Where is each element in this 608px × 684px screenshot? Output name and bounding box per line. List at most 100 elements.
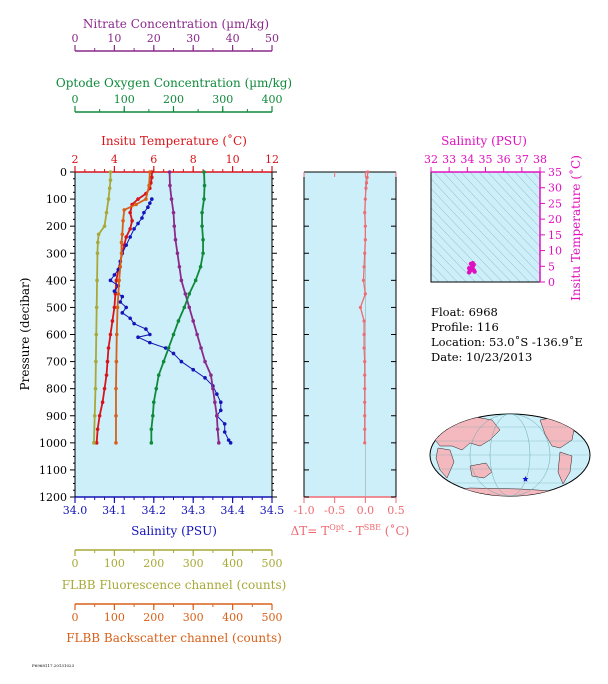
ts-temperature-tick-label: 35 [548,166,562,179]
delta-t-tick-label: -0.5 [324,504,345,517]
salinity-point [203,376,207,380]
oxygen-point [166,346,171,350]
backscatter-point [147,183,151,188]
backscatter-tick-label: 100 [104,611,125,624]
fluorescence-point [94,305,99,310]
oxygen-point [200,210,204,215]
temperature-point [104,373,109,377]
nitrate-point [167,170,172,174]
nitrate-point [217,441,221,445]
oxygen-point [171,332,176,337]
africa-landmass [435,447,455,479]
temperature-point [97,413,102,418]
delta-t-point [362,319,366,323]
oxygen-axis-title: Optode Oxygen Concentration (µm/kg) [56,76,292,90]
temperature-point [128,210,132,215]
oxygen-point [202,183,207,188]
ts-temperature-tick-label: 5 [548,260,555,273]
fluorescence-tick-label: 0 [72,557,79,570]
salinity-point [222,422,227,426]
ts-salinity-tick-label: 35 [479,153,493,166]
temperature-point [105,359,110,364]
salinity-point [148,340,152,345]
nitrate-point [169,197,174,201]
salinity-point [163,346,168,350]
pressure-tick-label: 200 [46,220,67,233]
backscatter-point [116,292,121,296]
salinity-point [128,235,132,239]
backscatter-point [115,305,120,310]
fluorescence-tick-label: 400 [222,557,243,570]
temperature-point [102,386,107,391]
backscatter-profile-line [115,171,151,443]
delta-t-point [363,400,367,404]
ts-salinity-tick-label: 33 [442,153,456,166]
ts-isopycnal-line [431,178,530,282]
ts-isopycnal-line [433,172,539,282]
temperature-point [130,218,134,223]
salinity-point [132,321,136,326]
fluorescence-point [96,232,101,237]
pressure-tick-label: 400 [46,274,67,287]
salinity-tick-label: 34.3 [181,504,206,517]
oxygen-tick-label: 100 [114,93,135,106]
salinity-tick-label: 34.2 [142,504,167,517]
salinity-tick-label: 34.4 [220,504,245,517]
backscatter-point [114,441,118,445]
oxygen-point [200,224,204,228]
delta-t-panel: -1.0 -0.5 0.0 0.5 [293,170,405,517]
ts-isopycnal-line [451,172,540,266]
delta-t-point [363,359,367,364]
temperature-tick-label: 12 [265,153,279,166]
ts-isopycnal-line [469,172,540,247]
temperature-point [114,278,119,283]
salinity-point [124,243,129,247]
fluorescence-point [96,240,100,245]
oxygen-point [154,386,159,391]
ts-point [468,261,474,266]
ts-isopycnal-line [560,132,608,332]
salinity-point [218,408,223,413]
backscatter-point [119,251,124,256]
temperature-axis-title: Insitu Temperature (˚C) [101,133,247,148]
backscatter-tick-label: 0 [72,611,79,624]
nitrate-point [203,359,207,364]
salinity-point [136,221,140,226]
ts-temperature-axis-title: Insitu Temperature (˚C) [568,155,583,301]
oxygen-point [193,278,198,283]
delta-t-point [364,186,368,190]
salinity-point [112,273,117,277]
temperature-point [112,305,117,310]
delta-t-point [358,305,363,310]
oxygen-point [182,305,187,310]
backscatter-point [114,386,118,391]
salinity-point [226,438,231,442]
antarctica-landmass [439,487,581,496]
fluorescence-point [94,359,98,364]
fluorescence-tick-label: 500 [262,557,283,570]
profile-info: Profile: 116 [431,320,499,334]
nitrate-axis-title: Nitrate Concentration (µm/kg) [83,17,269,31]
temperature-point [150,175,154,180]
delta-t-point [363,251,367,255]
fluorescence-tick-label: 300 [183,557,204,570]
oxygen-tick-label: 200 [163,93,184,106]
ts-isopycnal-line [431,188,521,282]
pressure-tick-label: 1000 [39,437,67,450]
pressure-tick-label: 100 [46,193,67,206]
temperature-tick-label: 4 [111,153,118,166]
backscatter-point [122,208,127,212]
ts-temperature-tick-label: 25 [548,197,562,210]
oxygen-point [151,413,155,418]
temperature-point [128,227,132,231]
oxygen-point [149,427,154,432]
pressure-tick-label: 700 [46,356,67,369]
nitrate-point [199,346,203,350]
salinity-profile-line [109,198,232,444]
backscatter-tick-label: 200 [143,611,164,624]
nitrate-point [171,210,176,215]
nitrate-point [215,427,220,432]
oxygen-tick-label: 0 [72,93,79,106]
nitrate-tick-label: 10 [107,32,121,45]
fluorescence-point [92,441,96,445]
